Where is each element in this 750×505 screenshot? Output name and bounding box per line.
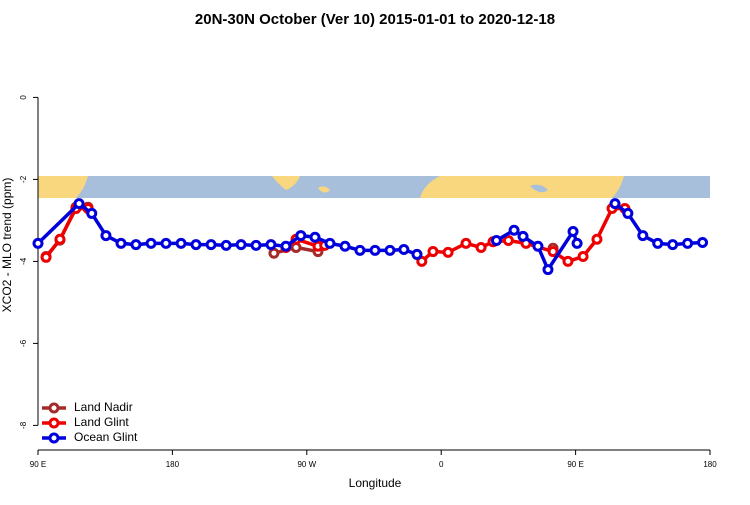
point — [40, 251, 52, 263]
point — [547, 246, 559, 258]
point — [609, 198, 621, 210]
point — [280, 240, 292, 252]
y-tick-label: -2 — [19, 175, 28, 183]
series-line — [44, 206, 625, 264]
point — [205, 239, 217, 251]
point — [490, 234, 502, 246]
point — [268, 247, 280, 259]
point — [160, 237, 172, 249]
point — [190, 239, 202, 251]
y-tick-label: -6 — [19, 339, 28, 347]
point — [502, 234, 514, 246]
legend-marker — [48, 402, 60, 414]
x-tick-label: 90 E — [567, 460, 583, 469]
point — [562, 255, 574, 267]
point — [652, 237, 664, 249]
point — [416, 255, 428, 267]
point — [591, 233, 603, 245]
point — [577, 250, 589, 262]
point — [369, 244, 381, 256]
point — [460, 237, 472, 249]
point — [622, 207, 634, 219]
point — [697, 237, 709, 249]
point — [682, 237, 694, 249]
point — [295, 230, 307, 242]
map-strip — [38, 176, 710, 198]
y-tick-label: 0 — [19, 95, 28, 100]
map-land — [38, 176, 88, 198]
point — [637, 230, 649, 242]
y-tick-label: -4 — [19, 257, 28, 265]
point — [398, 244, 410, 256]
point — [542, 264, 554, 276]
x-tick-label: 180 — [166, 460, 180, 469]
point — [73, 198, 85, 210]
point — [475, 241, 487, 253]
point — [384, 244, 396, 256]
point — [309, 231, 321, 243]
x-tick-label: 90 E — [30, 460, 46, 469]
point — [130, 239, 142, 251]
point — [508, 224, 520, 236]
legend-label: Land Glint — [74, 415, 129, 429]
point — [175, 237, 187, 249]
point — [235, 239, 247, 251]
map-land — [420, 176, 624, 198]
point — [145, 237, 157, 249]
map-sea — [530, 184, 548, 193]
point — [532, 240, 544, 252]
y-tick-label: -8 — [19, 421, 28, 429]
x-tick-label: 0 — [439, 460, 444, 469]
point — [427, 246, 439, 258]
y-axis-label: XCO2 - MLO trend (ppm) — [0, 178, 14, 313]
x-tick-label: 180 — [703, 460, 717, 469]
point — [100, 230, 112, 242]
point — [517, 230, 529, 242]
legend-label: Ocean Glint — [74, 430, 138, 444]
point — [339, 240, 351, 252]
series-line — [36, 201, 703, 274]
point — [324, 237, 336, 249]
point — [442, 246, 454, 258]
point — [250, 239, 262, 251]
legend-marker — [48, 417, 60, 429]
point — [411, 248, 423, 260]
point — [354, 244, 366, 256]
point — [220, 239, 232, 251]
legend-marker — [48, 432, 60, 444]
point — [32, 237, 44, 249]
chart-title: 20N-30N October (Ver 10) 2015-01-01 to 2… — [195, 11, 555, 28]
map-land — [318, 186, 330, 193]
point — [567, 225, 579, 237]
point — [571, 237, 583, 249]
point — [667, 239, 679, 251]
map-land — [272, 176, 300, 190]
point — [54, 233, 66, 245]
x-axis-label: Longitude — [349, 476, 402, 490]
point — [265, 239, 277, 251]
x-tick-label: 90 W — [297, 460, 316, 469]
point — [86, 207, 98, 219]
point — [115, 237, 127, 249]
legend-label: Land Nadir — [74, 400, 133, 414]
